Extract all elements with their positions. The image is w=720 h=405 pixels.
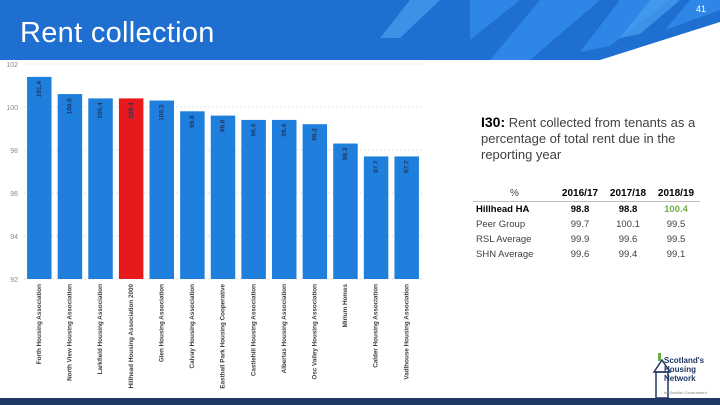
comparison-table: % 2016/17 2017/18 2018/19 Hillhead HA 98… <box>473 186 700 262</box>
table-cell: 99.1 <box>666 249 686 260</box>
table-cell: 98.8 <box>618 204 638 215</box>
data-label: 99.8 <box>189 115 196 128</box>
x-tick-label: Hillhead Housing Association 2000 <box>128 284 135 389</box>
x-tick-label: Calvay Housing Association <box>189 284 196 369</box>
y-tick-label: 94 <box>10 234 18 241</box>
table-cell: 100.1 <box>616 219 640 230</box>
bar-chart: 102 100 98 96 94 92 101.4 Forth Housing Associa… <box>6 62 422 389</box>
table-cell: 99.5 <box>666 234 686 245</box>
indicator-code: I30: <box>481 114 506 130</box>
y-tick-label: 102 <box>6 62 18 69</box>
table-cell: 98.8 <box>570 204 590 215</box>
table-row-hillhead: Hillhead HA 98.8 98.8 100.4 <box>473 202 700 218</box>
bar <box>333 143 358 279</box>
logo-tagline: by Scottish Government <box>664 390 707 395</box>
data-label: 99.2 <box>312 128 319 141</box>
x-tick-label: Calder Housing Association <box>373 284 380 368</box>
year-header: 2017/18 <box>604 186 652 202</box>
x-tick-label: Larkfield Housing Association <box>97 284 104 375</box>
data-label: 98.3 <box>342 147 349 160</box>
table-row-rsl-average: RSL Average 99.9 99.6 99.5 <box>473 232 700 247</box>
x-tick-label: Easthall Park Housing Cooperative <box>220 284 227 389</box>
logo-line: Housing <box>664 365 696 374</box>
data-label: 99.4 <box>281 124 288 137</box>
data-label: 99.4 <box>250 124 257 137</box>
data-label: 100.3 <box>158 104 165 121</box>
x-tick-label: Castlehill Housing Association <box>250 284 257 376</box>
bar <box>241 119 266 280</box>
table-cell: 99.5 <box>666 219 686 230</box>
page-number: 41 <box>695 4 706 14</box>
bar <box>118 98 144 280</box>
table-header-row: % 2016/17 2017/18 2018/19 <box>473 186 700 202</box>
year-header: 2016/17 <box>556 186 604 202</box>
y-tick-label: 100 <box>6 105 18 112</box>
y-tick-label: 98 <box>10 148 18 155</box>
bar <box>210 115 236 279</box>
data-label: 97.7 <box>403 160 410 173</box>
table-cell: 99.9 <box>570 234 590 245</box>
footer-bar <box>0 398 720 405</box>
bar <box>394 156 419 279</box>
table-cell-highlight: 100.4 <box>664 204 688 215</box>
bar <box>180 111 205 279</box>
page-title: Rent collection <box>20 17 215 49</box>
data-label: 100.4 <box>128 102 135 119</box>
header-banner <box>0 0 720 60</box>
row-label: SHN Average <box>476 249 534 260</box>
x-tick-label: Forth Housing Association <box>36 284 43 364</box>
bar <box>27 76 52 280</box>
bar <box>302 124 328 279</box>
x-tick-label: Vadlhouse Housing Association <box>403 284 410 380</box>
row-label: Peer Group <box>476 219 526 230</box>
table-unit-header: % <box>473 186 556 202</box>
table-row-peer-group: Peer Group 99.7 100.1 99.5 <box>473 217 700 232</box>
bar <box>149 100 175 279</box>
logo-text: Scotland's Housing Network <box>664 356 704 383</box>
y-tick-label: 92 <box>10 277 18 284</box>
logo-line: Scotland's <box>664 356 705 365</box>
table-cell: 99.4 <box>618 249 638 260</box>
year-header: 2018/19 <box>652 186 700 202</box>
bar <box>57 94 83 279</box>
row-label: Hillhead HA <box>476 204 530 215</box>
x-tick-label: Glen Housing Association <box>158 284 165 362</box>
bar <box>88 98 113 280</box>
data-label: 100.6 <box>67 98 74 115</box>
data-label: 101.4 <box>36 81 43 98</box>
table-cell: 99.6 <box>618 234 638 245</box>
indicator-description: I30: Rent collected from tenants as a pe… <box>481 114 706 163</box>
data-label: 100.4 <box>97 102 104 119</box>
table-cell: 99.6 <box>570 249 590 260</box>
logo-line: Network <box>664 374 696 383</box>
x-tick-label: Mirium Homes <box>342 284 349 328</box>
data-label: 99.6 <box>220 119 227 132</box>
bar <box>271 119 297 280</box>
data-label: 97.7 <box>373 160 380 173</box>
table-row-shn-average: SHN Average 99.6 99.4 99.1 <box>473 247 700 262</box>
x-tick-label: Osc Valley Housing Association <box>312 284 319 380</box>
table-cell: 99.7 <box>570 219 590 230</box>
bar <box>363 156 389 279</box>
row-label: RSL Average <box>476 234 532 245</box>
y-tick-label: 96 <box>10 191 18 198</box>
x-tick-label: North View Housing Association <box>67 284 74 381</box>
x-tick-label: Albertas Housing Association <box>281 284 288 373</box>
indicator-text: Rent collected from tenants as a percent… <box>481 115 696 162</box>
